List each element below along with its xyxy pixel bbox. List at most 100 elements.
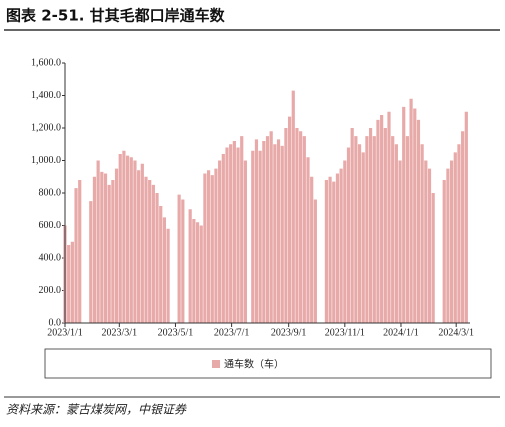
bar bbox=[328, 176, 332, 323]
bar bbox=[206, 170, 211, 323]
bar bbox=[218, 160, 222, 323]
x-tick-label: 2023/3/1 bbox=[102, 327, 138, 338]
bar bbox=[221, 154, 225, 323]
bar bbox=[420, 144, 424, 323]
bar bbox=[232, 141, 236, 323]
bar bbox=[324, 180, 329, 323]
y-tick-label: 800.0 bbox=[39, 187, 62, 198]
bar bbox=[431, 193, 435, 323]
bar bbox=[332, 181, 336, 323]
y-tick-label: 200.0 bbox=[39, 285, 62, 296]
bar bbox=[361, 152, 365, 323]
bar bbox=[346, 147, 351, 323]
bar bbox=[155, 193, 159, 323]
bar bbox=[107, 184, 111, 323]
bar bbox=[262, 141, 266, 323]
x-tick-label: 2024/3/1 bbox=[438, 327, 474, 338]
bar bbox=[67, 245, 71, 323]
y-tick-label: 1,400.0 bbox=[31, 90, 61, 101]
bar bbox=[240, 136, 244, 323]
bar bbox=[199, 225, 203, 323]
bar bbox=[140, 163, 144, 323]
bar bbox=[302, 136, 306, 323]
bar bbox=[464, 111, 468, 323]
bar bbox=[166, 228, 170, 323]
bar bbox=[177, 194, 181, 323]
bar bbox=[416, 119, 421, 323]
bar bbox=[405, 136, 410, 323]
chart-title: 图表 2-51. 甘其毛都口岸通车数 bbox=[6, 7, 226, 25]
x-tick-label: 2023/9/1 bbox=[271, 327, 307, 338]
bar bbox=[313, 199, 317, 323]
bar bbox=[258, 150, 262, 323]
bar bbox=[291, 90, 295, 323]
bar bbox=[398, 160, 402, 323]
bar bbox=[137, 170, 141, 323]
bar bbox=[144, 176, 148, 323]
bar bbox=[299, 131, 303, 323]
bar bbox=[70, 241, 74, 323]
bar bbox=[383, 128, 387, 323]
bar bbox=[151, 184, 155, 323]
bar bbox=[380, 115, 384, 323]
bar bbox=[111, 180, 115, 323]
bar bbox=[122, 150, 126, 323]
bar bbox=[236, 147, 240, 323]
bar bbox=[306, 157, 310, 323]
bar bbox=[365, 136, 369, 323]
bar bbox=[284, 128, 288, 323]
bar bbox=[446, 168, 450, 323]
bar bbox=[273, 144, 277, 323]
bar bbox=[188, 209, 192, 323]
bar bbox=[195, 222, 200, 323]
bar bbox=[78, 180, 82, 323]
bar bbox=[92, 176, 97, 323]
y-tick-label: 1,200.0 bbox=[31, 122, 61, 133]
bar bbox=[162, 217, 167, 323]
bar bbox=[251, 150, 255, 323]
bar bbox=[229, 144, 233, 323]
bar bbox=[413, 108, 417, 323]
x-tick-label: 2023/1/1 bbox=[47, 327, 83, 338]
legend-label: 通车数（车） bbox=[224, 358, 284, 371]
bar bbox=[394, 144, 398, 323]
bar bbox=[133, 160, 137, 323]
bar bbox=[148, 180, 152, 323]
bar bbox=[354, 136, 358, 323]
bar bbox=[269, 131, 273, 323]
y-tick-label: 0.0 bbox=[49, 317, 62, 328]
bar bbox=[310, 176, 314, 323]
x-tick-label: 2023/5/1 bbox=[158, 327, 194, 338]
bar bbox=[391, 136, 395, 323]
bar bbox=[265, 136, 270, 323]
bar bbox=[368, 128, 373, 323]
bar bbox=[457, 144, 461, 323]
y-tick-label: 600.0 bbox=[39, 220, 62, 231]
source: 资料来源：蒙古煤炭网，中银证券 bbox=[6, 403, 187, 417]
bar bbox=[357, 144, 362, 323]
bar bbox=[287, 116, 292, 323]
bar bbox=[280, 145, 284, 323]
x-tick-label: 2023/7/1 bbox=[214, 327, 250, 338]
bar bbox=[427, 168, 432, 323]
bar bbox=[409, 98, 413, 323]
x-tick-label: 2024/1/1 bbox=[383, 327, 419, 338]
y-tick-label: 400.0 bbox=[39, 252, 62, 263]
bar bbox=[89, 201, 93, 323]
legend-swatch bbox=[212, 360, 220, 368]
bar bbox=[276, 139, 281, 323]
x-tick-label: 2023/11/1 bbox=[325, 327, 365, 338]
bar bbox=[210, 175, 214, 323]
bar bbox=[442, 180, 446, 323]
bar bbox=[372, 136, 376, 323]
bar bbox=[74, 188, 78, 323]
bar bbox=[181, 199, 185, 323]
bar bbox=[96, 160, 100, 323]
bar bbox=[376, 119, 380, 323]
bar bbox=[114, 168, 119, 323]
bar bbox=[225, 147, 229, 323]
bar bbox=[159, 206, 163, 323]
y-tick-label: 1,000.0 bbox=[31, 155, 61, 166]
bar bbox=[424, 160, 428, 323]
